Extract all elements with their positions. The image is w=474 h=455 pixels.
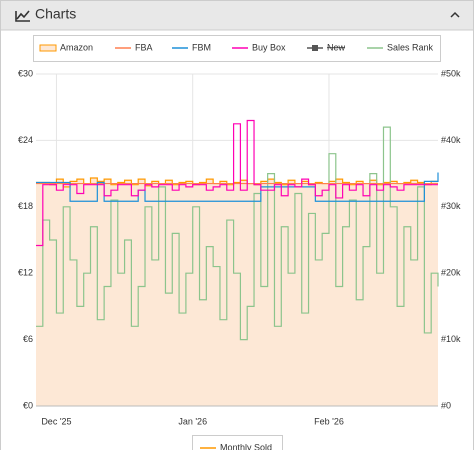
- legend-swatch-marker: [312, 45, 318, 51]
- y-tick-label: €12: [18, 268, 33, 278]
- y-tick-label: €24: [18, 135, 33, 145]
- y2-tick-label: #0: [441, 400, 451, 410]
- legend-label[interactable]: Amazon: [60, 42, 93, 52]
- x-tick-label: Dec '25: [41, 416, 71, 426]
- collapse-caret[interactable]: [450, 11, 460, 18]
- legend-label[interactable]: FBA: [135, 42, 153, 52]
- legend-swatch: [39, 44, 57, 52]
- chart-icon: [15, 10, 30, 22]
- x-tick-label: Jan '26: [178, 416, 207, 426]
- y2-tick-label: #50k: [441, 68, 461, 78]
- legend-label[interactable]: Buy Box: [252, 42, 286, 52]
- legend-label[interactable]: FBM: [192, 42, 211, 52]
- legend-label[interactable]: New: [327, 42, 346, 52]
- y-tick-label: €6: [23, 334, 33, 344]
- x-tick-label: Feb '26: [314, 416, 344, 426]
- y2-tick-label: #30k: [441, 201, 461, 211]
- y2-tick-label: #40k: [441, 135, 461, 145]
- panel-title: Charts: [35, 6, 76, 22]
- series-line: [36, 172, 439, 202]
- y2-tick-label: #20k: [441, 268, 461, 278]
- y-tick-label: €30: [18, 68, 33, 78]
- y2-tick-label: #10k: [441, 334, 461, 344]
- sub-legend-label[interactable]: Monthly Sold: [220, 442, 272, 452]
- series-line: [36, 119, 438, 247]
- legend-label[interactable]: Sales Rank: [387, 42, 434, 52]
- series-line: [36, 126, 439, 341]
- y-tick-label: €0: [23, 400, 33, 410]
- area: [36, 178, 438, 406]
- y-tick-label: €18: [18, 201, 33, 211]
- panel-header[interactable]: [1, 1, 473, 30]
